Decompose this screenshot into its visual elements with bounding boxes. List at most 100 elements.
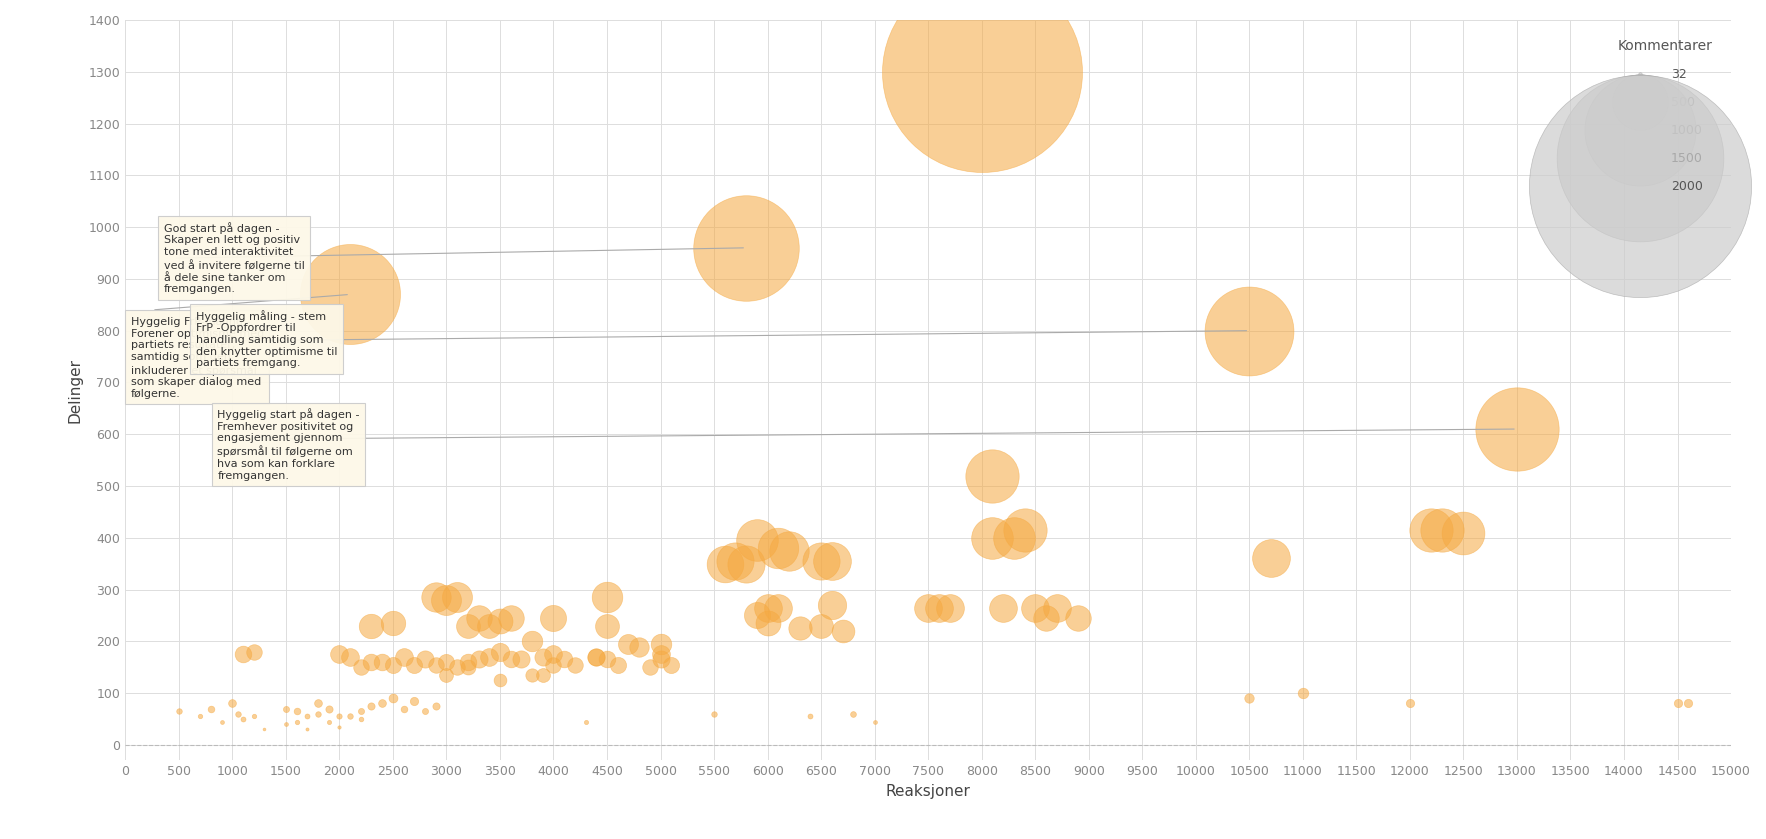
Point <box>721 555 749 568</box>
Point <box>336 710 364 723</box>
Point <box>272 702 300 716</box>
Point <box>433 669 461 682</box>
Point <box>593 619 622 633</box>
Point <box>539 658 567 671</box>
Point <box>486 645 514 659</box>
Point <box>346 705 374 718</box>
Point <box>336 288 364 301</box>
Point <box>1031 612 1060 625</box>
Point <box>325 648 353 661</box>
Point <box>625 640 653 654</box>
Point <box>807 555 835 568</box>
Point <box>1674 696 1702 710</box>
Text: Hyggelig FrP-måling -
Forener optimisme med
partiets resultater,
samtidig som de: Hyggelig FrP-måling - Forener optimisme … <box>131 315 263 399</box>
Point <box>390 650 419 664</box>
Point <box>422 700 450 713</box>
Point <box>968 65 996 79</box>
Point <box>615 637 643 650</box>
Y-axis label: Delinger: Delinger <box>67 357 83 423</box>
Point <box>230 648 258 661</box>
Point <box>454 619 482 633</box>
Point <box>357 619 385 633</box>
Point <box>1000 531 1028 545</box>
Point <box>346 712 374 726</box>
Point <box>710 557 738 571</box>
Point <box>743 609 772 623</box>
Point <box>1234 691 1263 705</box>
Point <box>496 653 525 666</box>
Point <box>754 617 782 630</box>
Point <box>978 469 1007 482</box>
Point <box>733 241 761 254</box>
Point <box>378 658 406 671</box>
Point <box>925 601 954 614</box>
Point <box>433 655 461 669</box>
Point <box>314 702 343 716</box>
Point <box>743 534 772 547</box>
Point <box>464 612 493 625</box>
Point <box>860 715 888 728</box>
Point <box>807 619 835 633</box>
Text: Hyggelig start på dagen -
Fremhever positivitet og
engasjement gjennom
spørsmål : Hyggelig start på dagen - Fremhever posi… <box>217 409 360 481</box>
Point <box>240 710 268 723</box>
Point <box>454 655 482 669</box>
Point <box>1450 526 1478 539</box>
Point <box>593 591 622 604</box>
Point <box>293 710 321 723</box>
Point <box>443 660 472 674</box>
Point <box>699 707 728 721</box>
Point <box>786 622 814 635</box>
Point <box>1503 422 1531 435</box>
Point <box>486 614 514 628</box>
Point <box>915 601 943 614</box>
Point <box>357 655 385 669</box>
Point <box>839 707 867 721</box>
Point <box>196 702 224 716</box>
Point <box>549 653 577 666</box>
Point <box>304 707 332 721</box>
Point <box>411 653 440 666</box>
Text: God start på dagen -
Skaper en lett og positiv
tone med interaktivitet
ved å inv: God start på dagen - Skaper en lett og p… <box>164 222 306 294</box>
Point <box>433 593 461 607</box>
Point <box>562 658 590 671</box>
Point <box>1010 524 1038 537</box>
Point <box>989 601 1017 614</box>
Point <box>1234 324 1263 337</box>
Point <box>475 619 503 633</box>
Point <box>443 591 472 604</box>
Point <box>411 705 440 718</box>
Point <box>1063 612 1091 625</box>
Point <box>1042 601 1070 614</box>
Point <box>1289 686 1317 700</box>
Point <box>636 660 664 674</box>
Point <box>230 712 258 726</box>
Point <box>796 710 825 723</box>
Point <box>775 544 804 557</box>
Point <box>283 715 311 728</box>
Point <box>754 601 782 614</box>
Point <box>528 650 556 664</box>
Point <box>818 555 846 568</box>
Point <box>517 669 546 682</box>
Point <box>604 658 632 671</box>
Point <box>646 653 675 666</box>
Point <box>1021 601 1049 614</box>
Point <box>765 601 793 614</box>
Point <box>454 660 482 674</box>
Point <box>593 653 622 666</box>
Point <box>646 637 675 650</box>
Point <box>646 648 675 661</box>
Point <box>486 674 514 687</box>
Point <box>1257 552 1286 565</box>
Point <box>828 624 857 638</box>
Point <box>367 655 396 669</box>
X-axis label: Reaksjoner: Reaksjoner <box>887 784 971 799</box>
Point <box>765 541 793 555</box>
Point <box>936 601 964 614</box>
Point <box>336 650 364 664</box>
Point <box>733 557 761 571</box>
Point <box>583 650 611 664</box>
Point <box>304 696 332 710</box>
Point <box>539 648 567 661</box>
Point <box>572 715 600 728</box>
